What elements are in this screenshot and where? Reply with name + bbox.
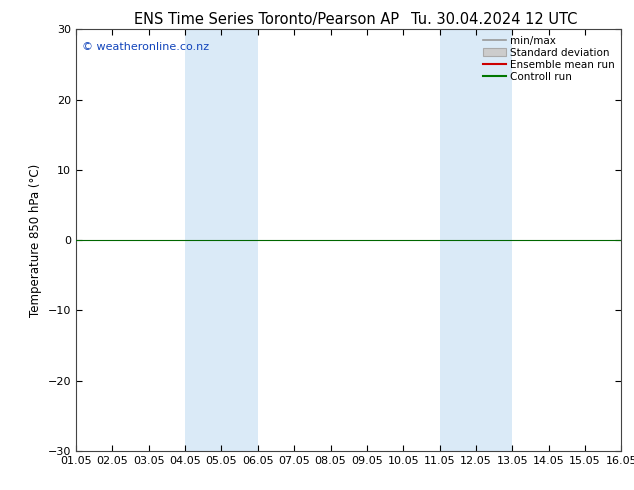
Y-axis label: Temperature 850 hPa (°C): Temperature 850 hPa (°C) (29, 164, 42, 317)
Text: ENS Time Series Toronto/Pearson AP: ENS Time Series Toronto/Pearson AP (134, 12, 399, 27)
Text: Tu. 30.04.2024 12 UTC: Tu. 30.04.2024 12 UTC (411, 12, 578, 27)
Text: © weatheronline.co.nz: © weatheronline.co.nz (82, 42, 209, 52)
Bar (439, 29, 512, 451)
Bar (185, 29, 258, 451)
Legend: min/max, Standard deviation, Ensemble mean run, Controll run: min/max, Standard deviation, Ensemble me… (479, 31, 619, 86)
